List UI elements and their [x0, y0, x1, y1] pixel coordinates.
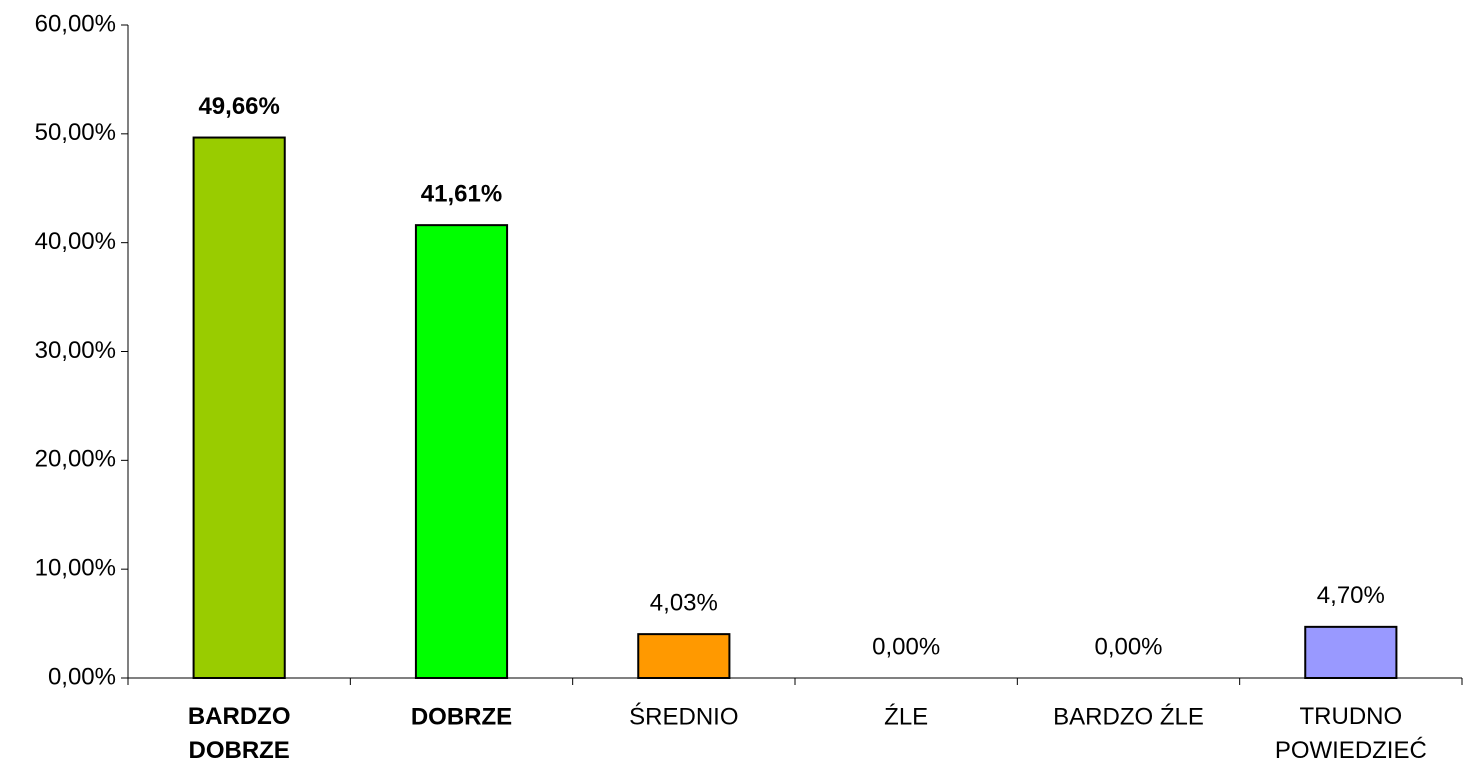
- y-tick-label: 50,00%: [35, 119, 116, 146]
- value-label: 0,00%: [1094, 633, 1162, 660]
- y-tick-label: 40,00%: [35, 228, 116, 255]
- x-tick-label: ŚREDNIO: [629, 702, 738, 730]
- value-label: 4,70%: [1317, 582, 1385, 609]
- x-tick-label: ŹLE: [884, 703, 928, 730]
- x-tick-label: BARDZO DOBRZE: [188, 703, 291, 764]
- value-label: 49,66%: [198, 93, 279, 120]
- y-tick-label: 30,00%: [35, 337, 116, 364]
- bar: [1304, 625, 1398, 679]
- y-tick-label: 0,00%: [48, 663, 116, 690]
- bar: [414, 224, 509, 679]
- value-label: 0,00%: [872, 633, 940, 660]
- y-tick-label: 60,00%: [35, 10, 116, 37]
- bar: [192, 136, 286, 679]
- bar: [637, 633, 731, 679]
- value-label: 4,03%: [650, 589, 718, 616]
- value-label: 41,61%: [421, 180, 502, 207]
- y-tick-label: 20,00%: [35, 446, 116, 473]
- y-tick-label: 10,00%: [35, 555, 116, 582]
- x-tick-label: BARDZO ŹLE: [1053, 703, 1204, 730]
- x-tick-label: TRUDNO POWIEDZIEĆ: [1275, 703, 1427, 764]
- x-tick-label: DOBRZE: [411, 703, 512, 730]
